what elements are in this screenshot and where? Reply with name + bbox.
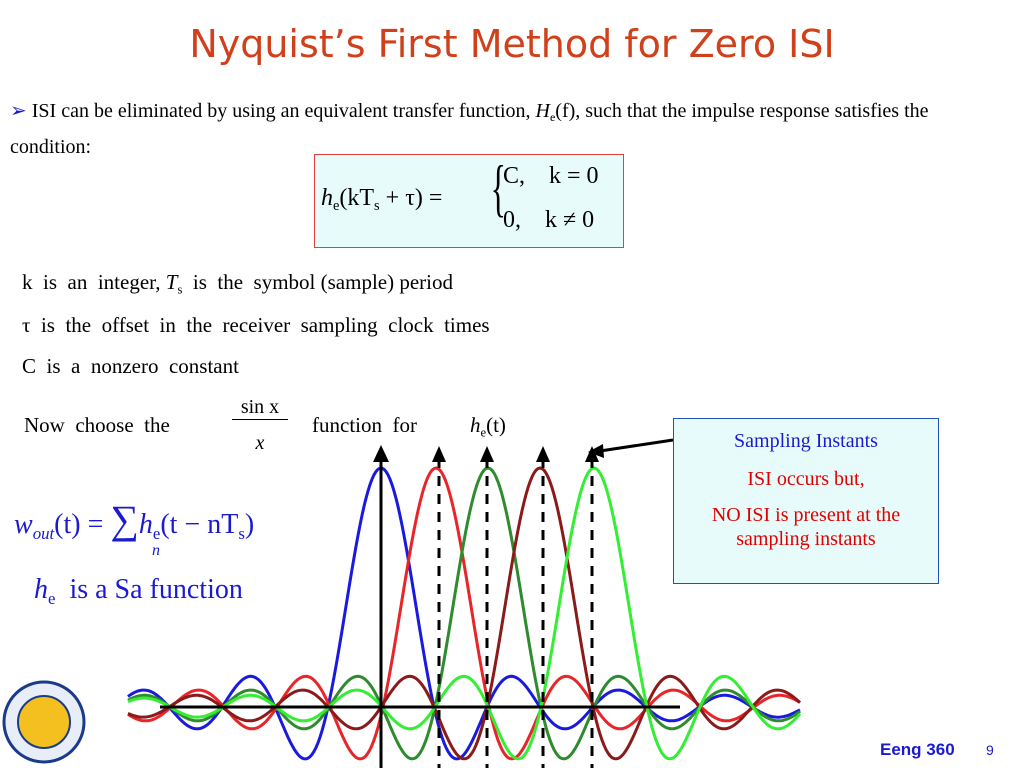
text: h bbox=[34, 574, 48, 605]
case: C, k = 0 bbox=[503, 163, 599, 189]
callout-arrowhead bbox=[588, 444, 604, 458]
text: is a Sa function bbox=[69, 574, 243, 605]
text: h bbox=[138, 509, 153, 540]
sampling-arrow bbox=[432, 446, 446, 462]
text: , such that the impulse response satisfi… bbox=[10, 100, 929, 159]
text: w bbox=[14, 509, 33, 540]
pulse-curve bbox=[127, 466, 802, 761]
wout-eq: wout(t) = ∑he(t − nTs) bbox=[14, 496, 254, 544]
note: C is a nonzero constant bbox=[22, 354, 239, 378]
text: NO ISI is present at the sampling instan… bbox=[711, 504, 901, 550]
text: H bbox=[535, 100, 550, 122]
condition-lhs: he(kTs + τ) = bbox=[321, 185, 442, 215]
math: he(t) bbox=[470, 413, 506, 440]
text: (t − nT bbox=[160, 509, 239, 540]
text: k is an integer, bbox=[22, 270, 166, 294]
text: (t) = bbox=[54, 509, 104, 540]
text: e bbox=[480, 425, 487, 440]
text: (f) bbox=[555, 100, 576, 122]
sa-line: he is a Sa function bbox=[34, 574, 243, 609]
brace: { bbox=[490, 152, 507, 223]
pulse-curve bbox=[127, 466, 801, 761]
case: 0, k ≠ 0 bbox=[503, 207, 595, 233]
text: out bbox=[32, 523, 55, 543]
sampling-arrow bbox=[585, 446, 599, 462]
pulse-curve bbox=[127, 466, 802, 761]
text: e bbox=[48, 588, 56, 608]
page-number: 9 bbox=[986, 742, 994, 758]
y-axis-arrow bbox=[373, 445, 389, 462]
callout-arrow bbox=[599, 438, 674, 453]
text: s bbox=[374, 198, 380, 215]
text: h bbox=[321, 185, 333, 211]
bullet: ➢ ISI can be eliminated by using an equi… bbox=[10, 100, 929, 159]
logo-inner bbox=[17, 695, 71, 749]
text: s bbox=[238, 523, 245, 543]
text: e bbox=[333, 198, 340, 215]
condition-box: he(kTs + τ) = { C, k = 0 0, k ≠ 0 bbox=[314, 152, 624, 248]
pulse-curve bbox=[127, 466, 801, 761]
text: ISI can be eliminated by using an equiva… bbox=[31, 100, 536, 122]
text: s bbox=[177, 282, 183, 297]
text: h bbox=[470, 413, 481, 437]
title: Nyquist’s First Method for Zero ISI bbox=[189, 22, 835, 66]
fraction-num: sin x bbox=[232, 396, 288, 420]
text: is the symbol (sample) period bbox=[182, 270, 454, 294]
fraction-den: x bbox=[255, 432, 265, 454]
text: ) bbox=[244, 509, 255, 540]
text: T bbox=[165, 270, 178, 294]
text: Sampling Instants bbox=[734, 430, 878, 452]
note: τ is the offset in the receiver sampling… bbox=[22, 313, 490, 337]
text: (kT bbox=[339, 185, 375, 211]
sampling-arrow bbox=[536, 446, 550, 462]
sampling-arrow bbox=[480, 446, 494, 462]
text: function for bbox=[312, 413, 417, 437]
text: n bbox=[152, 542, 160, 559]
text: ISI occurs but, bbox=[747, 468, 865, 490]
text: ∑ bbox=[110, 497, 139, 542]
text: e bbox=[152, 523, 161, 543]
text: Now choose the bbox=[24, 413, 170, 437]
note: k is an integer, Ts is the symbol (sampl… bbox=[22, 270, 453, 297]
text: + τ) = bbox=[379, 185, 443, 211]
course: Eeng 360 bbox=[880, 740, 955, 759]
callout: Sampling Instants ISI occurs but, NO ISI… bbox=[673, 418, 939, 584]
text: (t) bbox=[486, 413, 506, 437]
pulse-curve bbox=[127, 466, 801, 761]
text: e bbox=[549, 110, 556, 125]
